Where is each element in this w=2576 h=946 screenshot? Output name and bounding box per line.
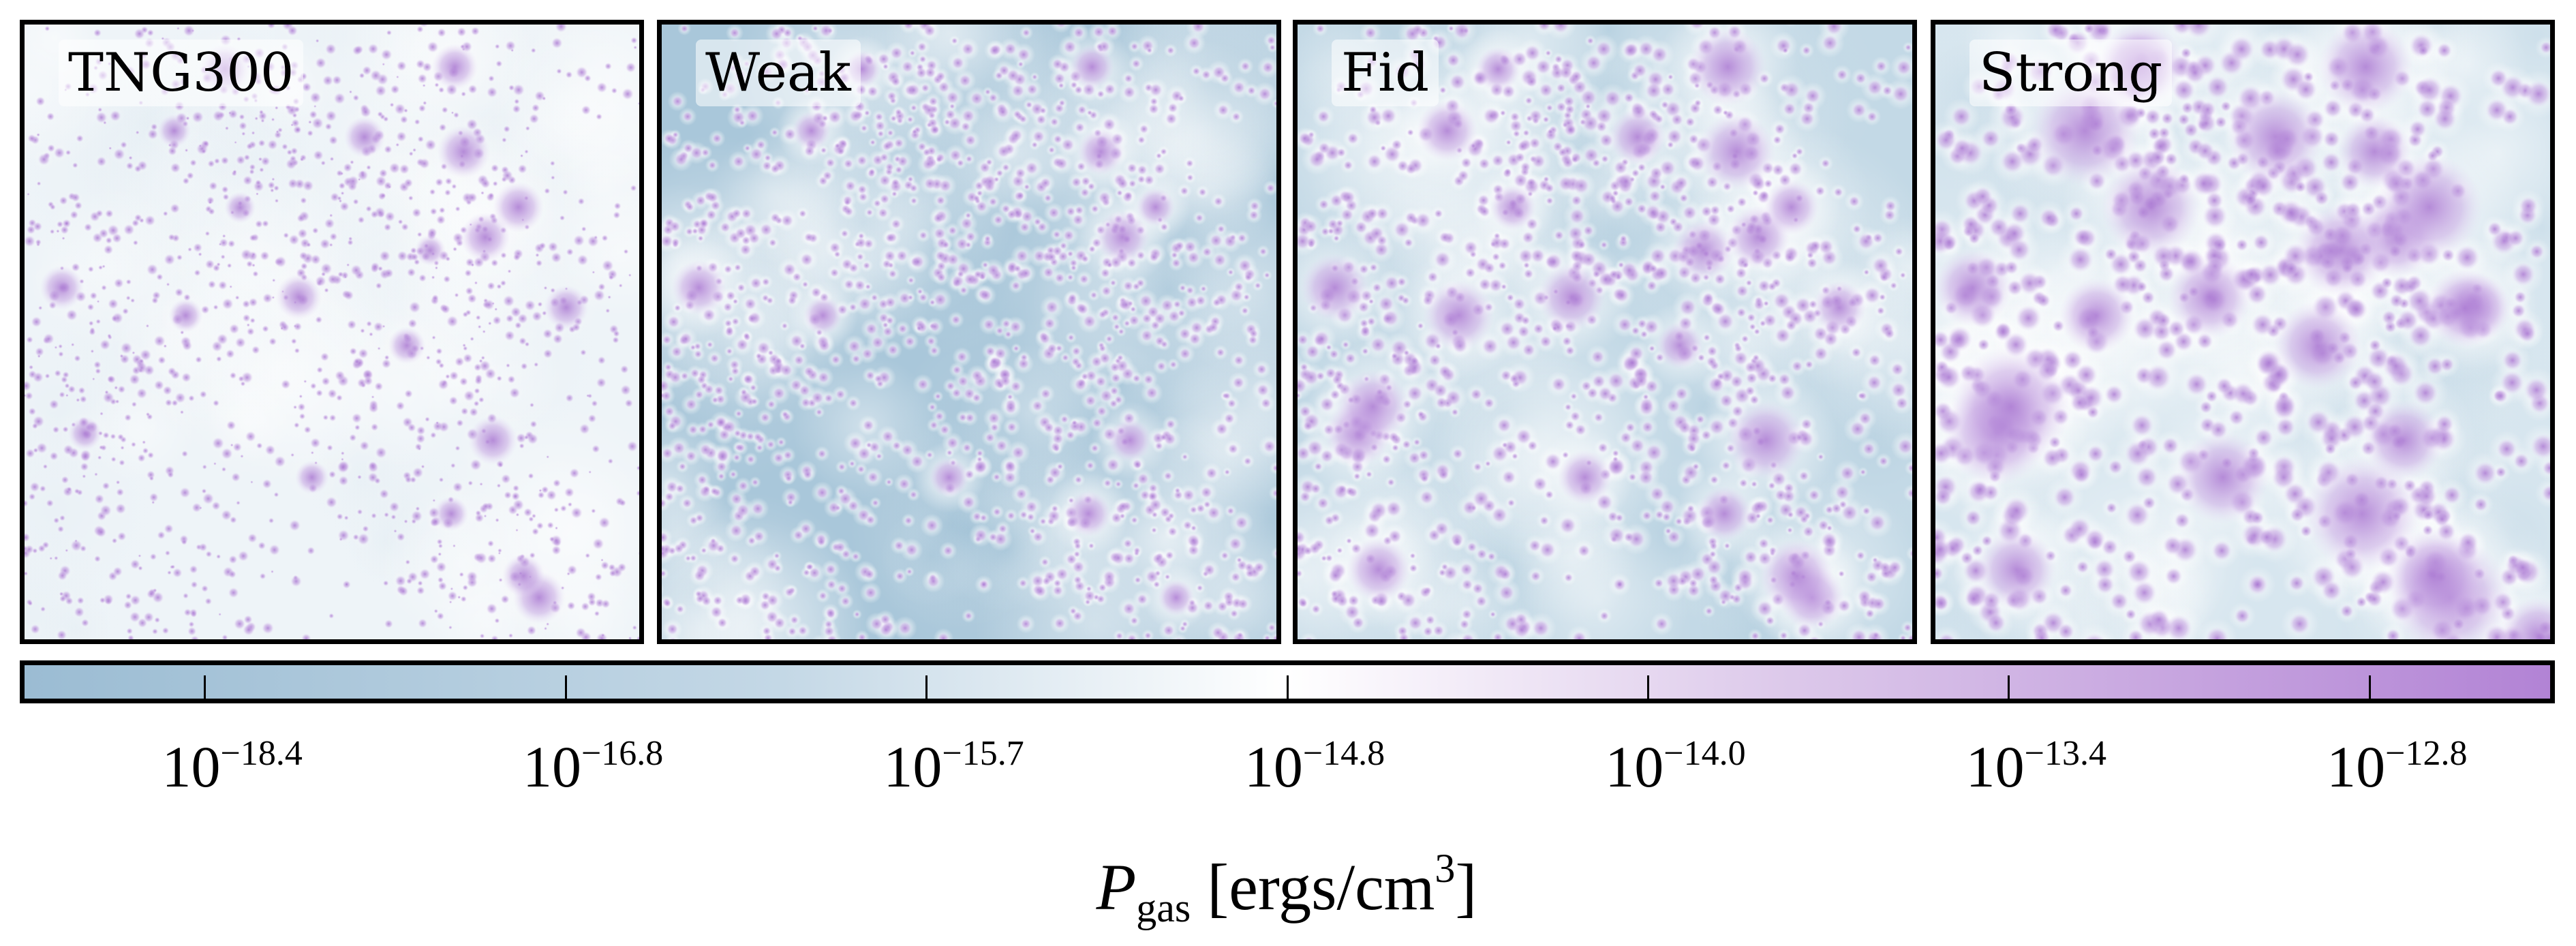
colorbar-label: Pgas [ergs/cm3] xyxy=(1097,845,1477,932)
colorbar-tick-label: 10−12.8 xyxy=(2327,733,2467,801)
tick-exponent: −12.8 xyxy=(2385,734,2468,773)
tick-exponent: −15.7 xyxy=(942,734,1024,773)
colorbar-tick xyxy=(2368,675,2371,699)
tick-base: 10 xyxy=(162,734,221,799)
pressure-map-weak xyxy=(662,25,1276,639)
tick-base: 10 xyxy=(1965,734,2025,799)
panel-label: Strong xyxy=(1969,40,2173,106)
colorbar-tick-label: 10−13.4 xyxy=(1966,733,2106,801)
map-panel-strong: Strong xyxy=(1931,20,2555,644)
tick-exponent: −13.4 xyxy=(2024,734,2107,773)
colorbar xyxy=(20,660,2555,703)
colorbar-tick-label: 10−15.7 xyxy=(883,733,1024,801)
pressure-map-fid xyxy=(1298,25,1912,639)
map-panel-tng300: TNG300 xyxy=(20,20,644,644)
label-units: [ergs/cm xyxy=(1207,851,1435,924)
colorbar-tick xyxy=(1646,675,1649,699)
panel-label: Weak xyxy=(696,40,861,106)
colorbar-tick xyxy=(1286,675,1289,699)
colorbar-tick-label: 10−18.4 xyxy=(162,733,303,801)
label-subscript: gas xyxy=(1136,885,1191,930)
tick-exponent: −14.8 xyxy=(1302,734,1385,773)
panel-label: TNG300 xyxy=(59,40,304,106)
tick-exponent: −16.8 xyxy=(581,734,664,773)
label-symbol: P xyxy=(1096,851,1137,924)
colorbar-tick xyxy=(2008,675,2010,699)
colorbar-tick xyxy=(564,675,567,699)
panel-label: Fid xyxy=(1332,40,1439,106)
tick-exponent: −14.0 xyxy=(1663,734,1746,773)
colorbar-tick xyxy=(925,675,928,699)
tick-base: 10 xyxy=(883,734,942,799)
colorbar-tick xyxy=(204,675,206,699)
pressure-map-tng300 xyxy=(25,25,639,639)
label-units-close: ] xyxy=(1455,851,1477,924)
tick-base: 10 xyxy=(1244,734,1303,799)
pressure-map-strong xyxy=(1935,25,2550,639)
map-panel-fid: Fid xyxy=(1293,20,1917,644)
colorbar-tick-label: 10−14.0 xyxy=(1605,733,1745,801)
colorbar-tick-label: 10−14.8 xyxy=(1244,733,1385,801)
tick-base: 10 xyxy=(1605,734,1664,799)
tick-exponent: −18.4 xyxy=(220,734,303,773)
map-panel-weak: Weak xyxy=(657,20,1281,644)
tick-base: 10 xyxy=(522,734,581,799)
tick-base: 10 xyxy=(2327,734,2386,799)
colorbar-tick-label: 10−16.8 xyxy=(523,733,663,801)
label-units-power: 3 xyxy=(1435,846,1456,891)
